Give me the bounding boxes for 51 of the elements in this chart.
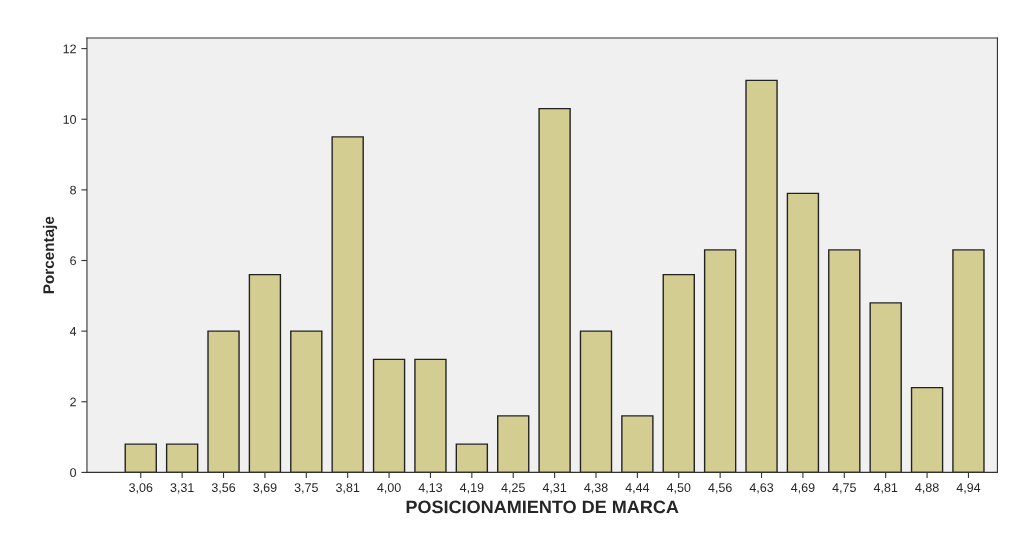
bar bbox=[248, 273, 282, 473]
x-tick-label: 3,75 bbox=[294, 483, 318, 494]
y-tick-label: 8 bbox=[70, 185, 76, 195]
bar bbox=[910, 386, 944, 473]
bar bbox=[662, 273, 695, 473]
x-tick-label: 4,31 bbox=[542, 483, 567, 494]
x-tick-label: 3,56 bbox=[211, 483, 236, 494]
x-tick-label: 4,25 bbox=[501, 483, 525, 494]
bar bbox=[952, 249, 985, 473]
y-tick-label: 4 bbox=[69, 327, 77, 336]
y-tick-label: 6 bbox=[70, 256, 76, 266]
y-tick-label: 10 bbox=[63, 115, 77, 124]
bar bbox=[579, 330, 613, 473]
bar bbox=[372, 358, 406, 473]
bar bbox=[869, 302, 902, 473]
x-tick-label: 4,94 bbox=[956, 483, 981, 494]
bar bbox=[497, 415, 530, 473]
x-tick-label: 4,38 bbox=[584, 483, 608, 494]
x-tick-label: 3,31 bbox=[170, 483, 194, 494]
x-tick-label: 4,63 bbox=[749, 483, 774, 494]
x-tick-label: 4,44 bbox=[625, 483, 650, 494]
bar bbox=[455, 443, 489, 473]
x-tick-label: 4,81 bbox=[873, 483, 898, 494]
bar bbox=[745, 79, 778, 473]
bar bbox=[786, 192, 820, 473]
x-tick-label: 4,00 bbox=[377, 483, 401, 494]
bar bbox=[414, 358, 447, 473]
bar bbox=[621, 415, 654, 473]
y-tick-label: 12 bbox=[63, 44, 76, 54]
bar bbox=[207, 330, 240, 473]
x-tick-label: 4,69 bbox=[791, 483, 815, 494]
x-tick-label: 3,69 bbox=[253, 483, 277, 494]
x-tick-label: 4,56 bbox=[708, 483, 732, 494]
bar bbox=[828, 249, 861, 473]
x-tick-label: 3,06 bbox=[129, 483, 153, 494]
bar bbox=[165, 443, 199, 473]
x-axis-title: POSICIONAMIENTO DE MARCA bbox=[406, 500, 679, 514]
y-tick-label: 0 bbox=[70, 468, 77, 478]
y-tick-label: 2 bbox=[70, 397, 76, 407]
x-tick-label: 4,75 bbox=[832, 483, 856, 494]
x-tick-label: 4,13 bbox=[418, 483, 443, 494]
bar bbox=[290, 330, 323, 473]
x-tick-label: 4,50 bbox=[666, 483, 691, 494]
bar bbox=[331, 136, 364, 473]
bar bbox=[124, 443, 157, 473]
y-axis-title: Porcentaje bbox=[42, 216, 58, 294]
x-tick-label: 4,19 bbox=[459, 483, 484, 494]
bar bbox=[538, 107, 571, 473]
x-tick-label: 3,81 bbox=[335, 483, 360, 494]
x-tick-label: 4,88 bbox=[915, 483, 939, 494]
bar bbox=[703, 249, 737, 473]
